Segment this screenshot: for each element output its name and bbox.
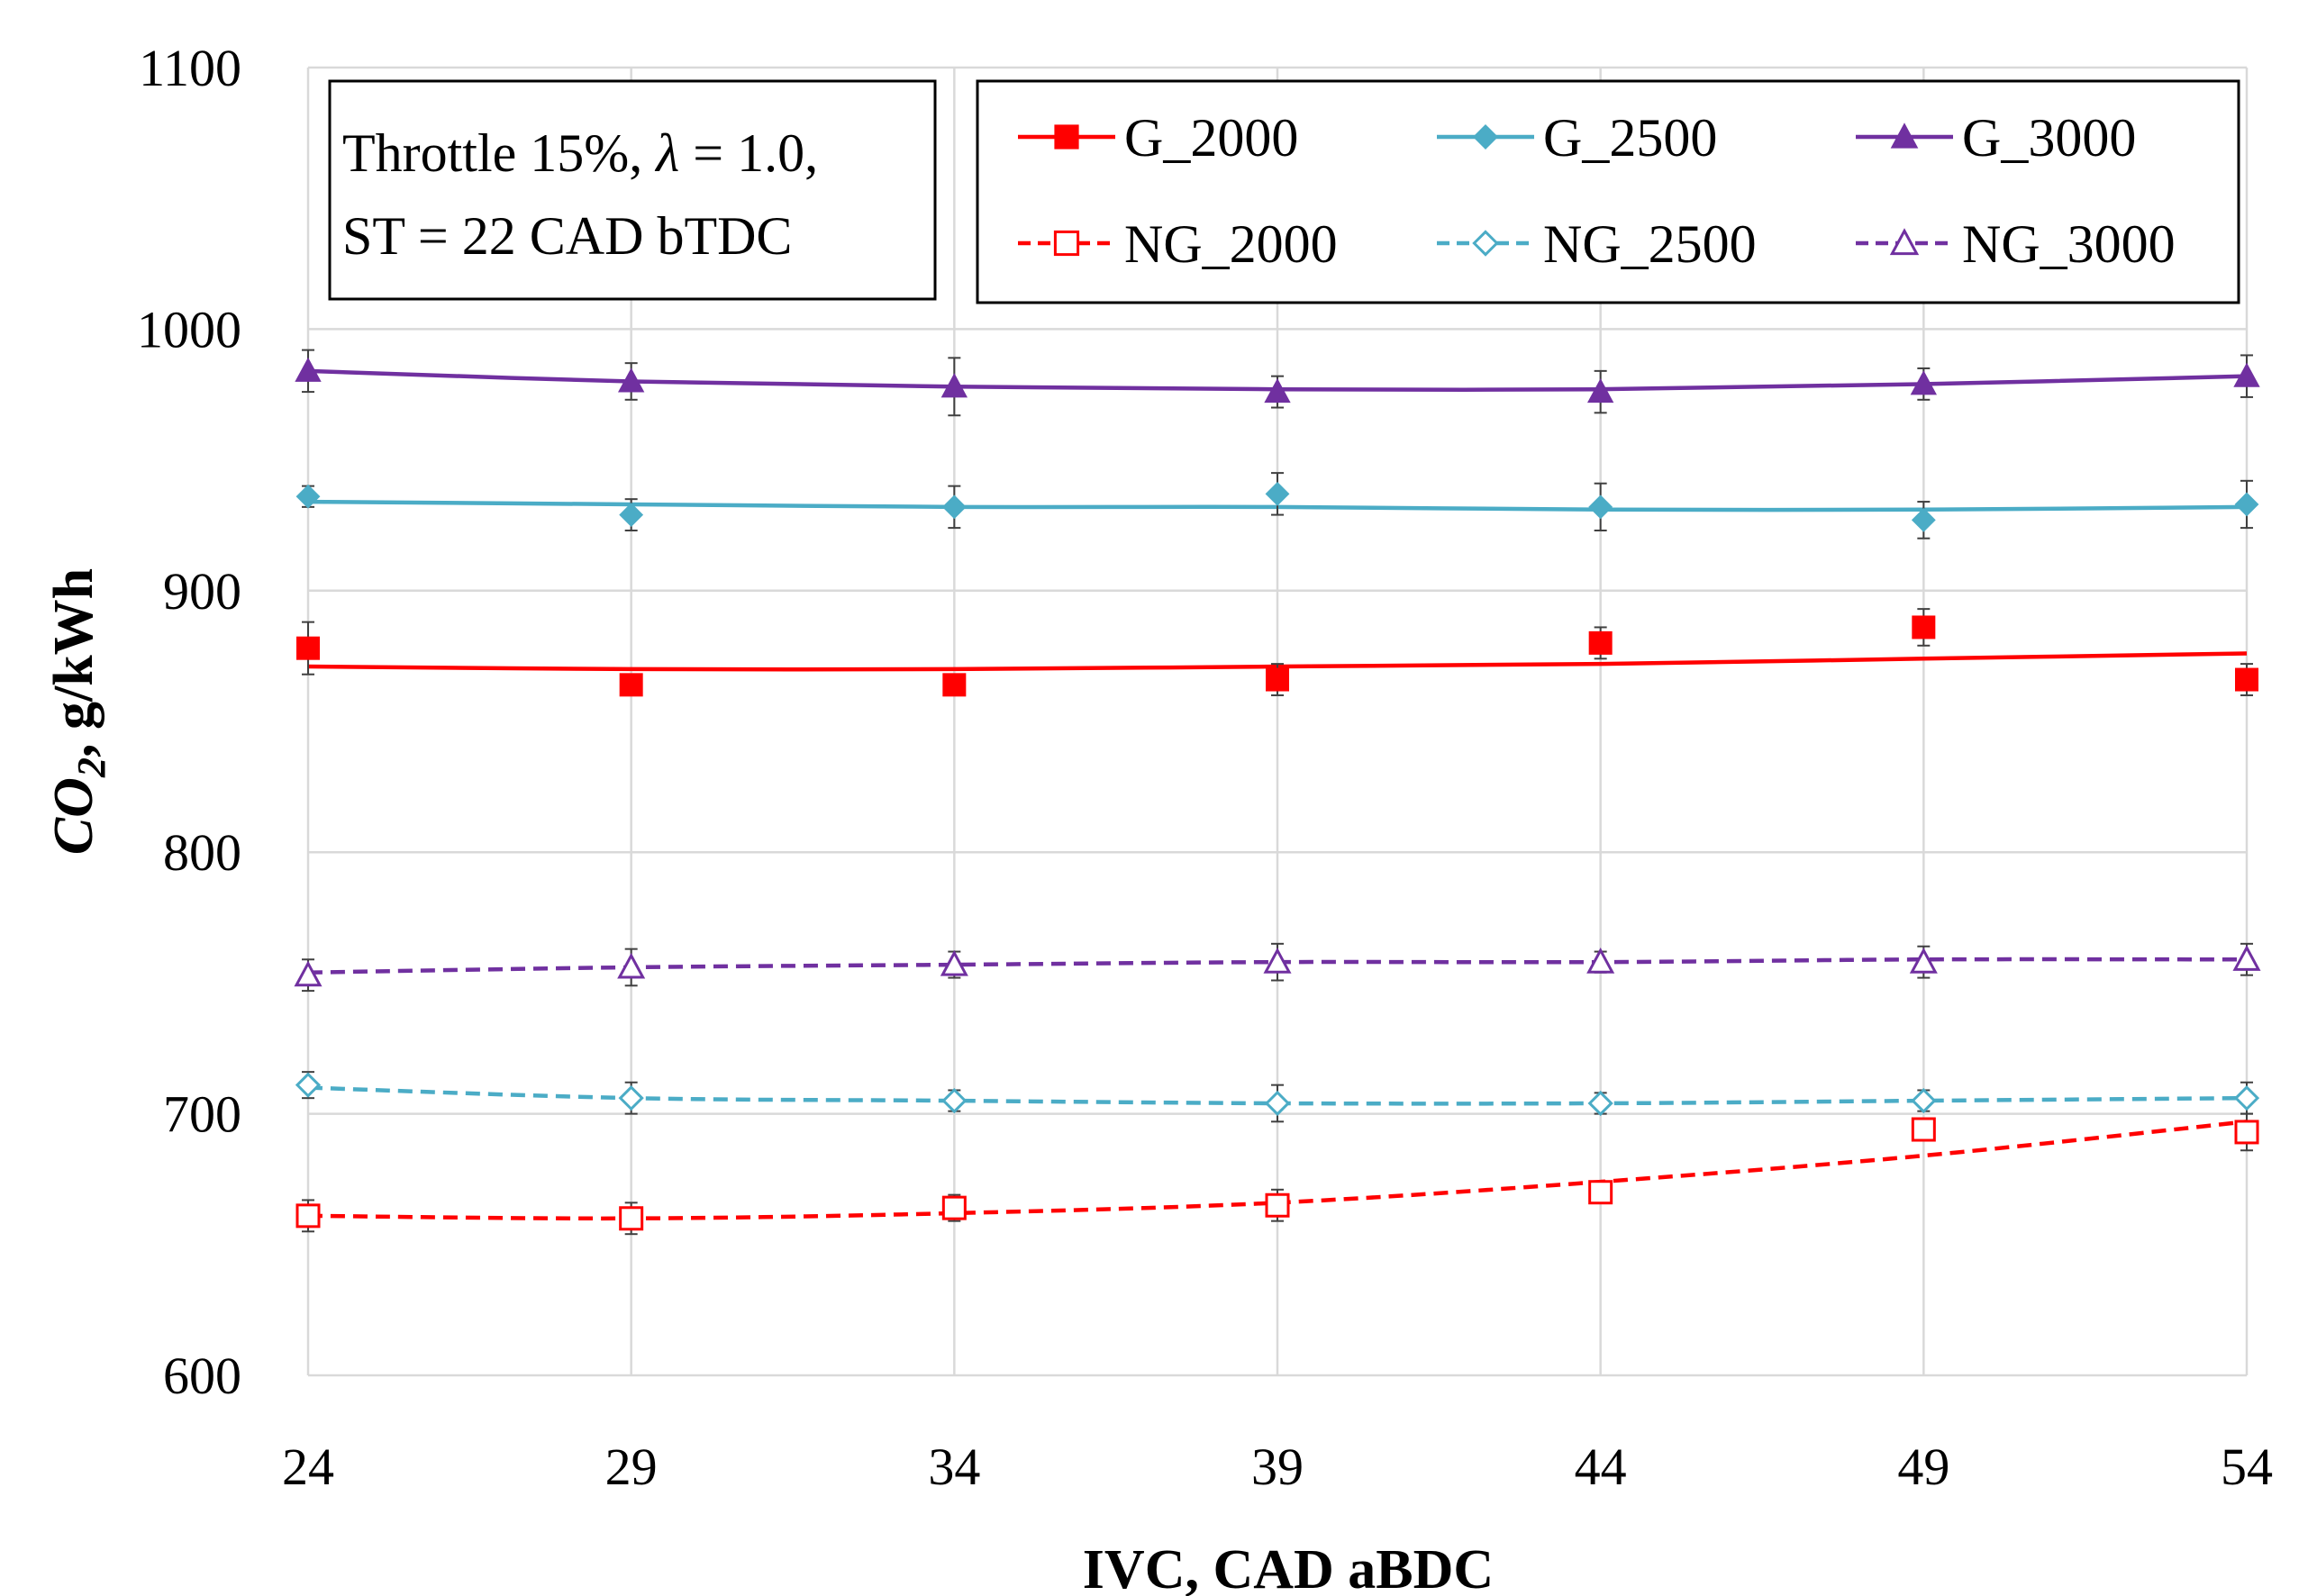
annotation-box: Throttle 15%, λ = 1.0, ST = 22 CAD bTDC xyxy=(328,79,937,301)
point-g-2500-39 xyxy=(1265,481,1290,506)
point-g-2000-39 xyxy=(1266,667,1289,692)
point-g-2500-54 xyxy=(2234,492,2259,517)
point-g-3000-39 xyxy=(1264,377,1291,404)
x-tick-label-29: 29 xyxy=(605,1437,658,1496)
point-g-2500-34 xyxy=(941,494,967,520)
legend-label-g-3000: G_3000 xyxy=(1962,108,2136,168)
y-tick-label-800: 800 xyxy=(163,823,241,882)
point-ng-2000-49 xyxy=(1911,1117,1936,1142)
x-tick-label-24: 24 xyxy=(282,1437,334,1496)
point-g-3000-34 xyxy=(940,373,968,398)
x-tick-label-49: 49 xyxy=(1897,1437,1949,1496)
legend-frame xyxy=(976,79,2240,304)
legend-marker-g-3000 xyxy=(1890,122,1919,149)
y-axis-title-base: CO xyxy=(43,777,104,855)
point-g-2000-54 xyxy=(2235,667,2258,692)
point-ng-3000-54 xyxy=(2232,945,2261,971)
point-g-2500-24 xyxy=(295,484,321,509)
point-ng-3000-49 xyxy=(1909,948,1938,974)
legend-label-ng-3000: NG_3000 xyxy=(1962,214,2176,274)
annotation-line-1-text: Throttle 15%, xyxy=(342,123,656,183)
annotation-line-1: Throttle 15%, λ = 1.0, xyxy=(342,123,818,183)
y-axis-title-comma: , xyxy=(43,744,104,758)
legend-label-ng-2000: NG_2000 xyxy=(1124,214,1338,274)
point-ng-2000-44 xyxy=(1588,1180,1613,1205)
annotation-line-1-tail: = 1.0, xyxy=(679,123,818,183)
point-g-2500-29 xyxy=(619,503,644,527)
legend: G_2000 G_2500 G_3000 NG_2000 NG_2500 NG_3000 xyxy=(976,79,2240,304)
y-tick-label-1100: 1100 xyxy=(139,39,241,97)
y-tick-labels: 600 700 800 900 1000 1100 xyxy=(137,39,241,1405)
point-ng-2500-24 xyxy=(295,1072,322,1098)
point-g-3000-49 xyxy=(1910,370,1938,395)
legend-marker-g-2000 xyxy=(1054,124,1079,150)
point-ng-2000-54 xyxy=(2234,1120,2259,1145)
legend-marker-ng-2500 xyxy=(1472,230,1499,257)
legend-label-ng-2500: NG_2500 xyxy=(1543,214,1757,274)
legend-entry-ng-3000: NG_3000 xyxy=(1856,214,2176,274)
x-tick-label-44: 44 xyxy=(1575,1437,1627,1496)
point-g-2000-29 xyxy=(619,673,643,697)
point-ng-2000-39 xyxy=(1265,1192,1290,1218)
legend-entry-ng-2000: NG_2000 xyxy=(1018,214,1338,274)
legend-marker-ng-2000 xyxy=(1053,230,1080,257)
y-axis-title-unit: g/kWh xyxy=(43,568,104,744)
y-axis-title-subscript: 2 xyxy=(69,757,114,778)
legend-label-g-2500: G_2500 xyxy=(1543,108,1717,168)
legend-entry-g-3000: G_3000 xyxy=(1856,108,2136,168)
point-g-2500-49 xyxy=(1911,507,1936,532)
point-ng-2500-49 xyxy=(1911,1087,1937,1114)
point-g-3000-54 xyxy=(2233,362,2260,387)
legend-marker-g-2500 xyxy=(1472,123,1499,150)
point-ng-3000-34 xyxy=(940,949,968,976)
annotation-frame xyxy=(328,79,937,301)
x-axis-title: IVC, CAD aBDC xyxy=(1083,1539,1494,1596)
point-ng-2500-44 xyxy=(1587,1090,1613,1117)
point-ng-2000-24 xyxy=(295,1203,321,1229)
legend-entry-g-2500: G_2500 xyxy=(1437,108,1717,168)
annotation-line-2: ST = 22 CAD bTDC xyxy=(342,206,792,266)
y-axis-title: CO2, g/kWh xyxy=(43,568,114,855)
x-tick-label-54: 54 xyxy=(2221,1437,2273,1496)
legend-label-g-2000: G_2000 xyxy=(1124,108,1298,168)
point-ng-3000-29 xyxy=(617,952,646,979)
point-ng-3000-24 xyxy=(294,960,323,987)
point-g-2000-49 xyxy=(1912,615,1936,639)
x-tick-label-34: 34 xyxy=(928,1437,980,1496)
y-tick-label-1000: 1000 xyxy=(137,300,241,358)
point-ng-2500-39 xyxy=(1264,1090,1291,1117)
legend-entry-g-2000: G_2000 xyxy=(1018,108,1298,168)
legend-entry-ng-2500: NG_2500 xyxy=(1437,214,1757,274)
lambda-symbol: λ xyxy=(654,123,679,183)
legend-marker-ng-3000 xyxy=(1889,228,1920,256)
point-g-2000-44 xyxy=(1588,630,1613,655)
y-tick-label-900: 900 xyxy=(163,562,241,621)
point-g-2000-34 xyxy=(942,673,967,697)
point-ng-2000-29 xyxy=(619,1206,644,1231)
point-g-2000-24 xyxy=(296,636,320,660)
x-tick-label-39: 39 xyxy=(1251,1437,1304,1496)
point-g-3000-29 xyxy=(617,367,645,393)
point-g-2500-44 xyxy=(1588,494,1613,520)
point-g-3000-24 xyxy=(295,357,322,382)
x-tick-labels: 24 29 34 39 44 49 54 xyxy=(282,1437,2273,1496)
point-ng-2500-34 xyxy=(941,1087,968,1114)
point-ng-2500-29 xyxy=(618,1085,644,1111)
y-tick-label-700: 700 xyxy=(163,1085,241,1144)
y-tick-label-600: 600 xyxy=(163,1347,241,1405)
point-ng-3000-39 xyxy=(1263,948,1292,974)
point-ng-3000-44 xyxy=(1586,948,1615,974)
point-ng-2000-34 xyxy=(941,1195,967,1220)
point-g-3000-44 xyxy=(1586,377,1614,404)
data-markers xyxy=(294,357,2261,1231)
point-ng-2500-54 xyxy=(2233,1085,2260,1111)
